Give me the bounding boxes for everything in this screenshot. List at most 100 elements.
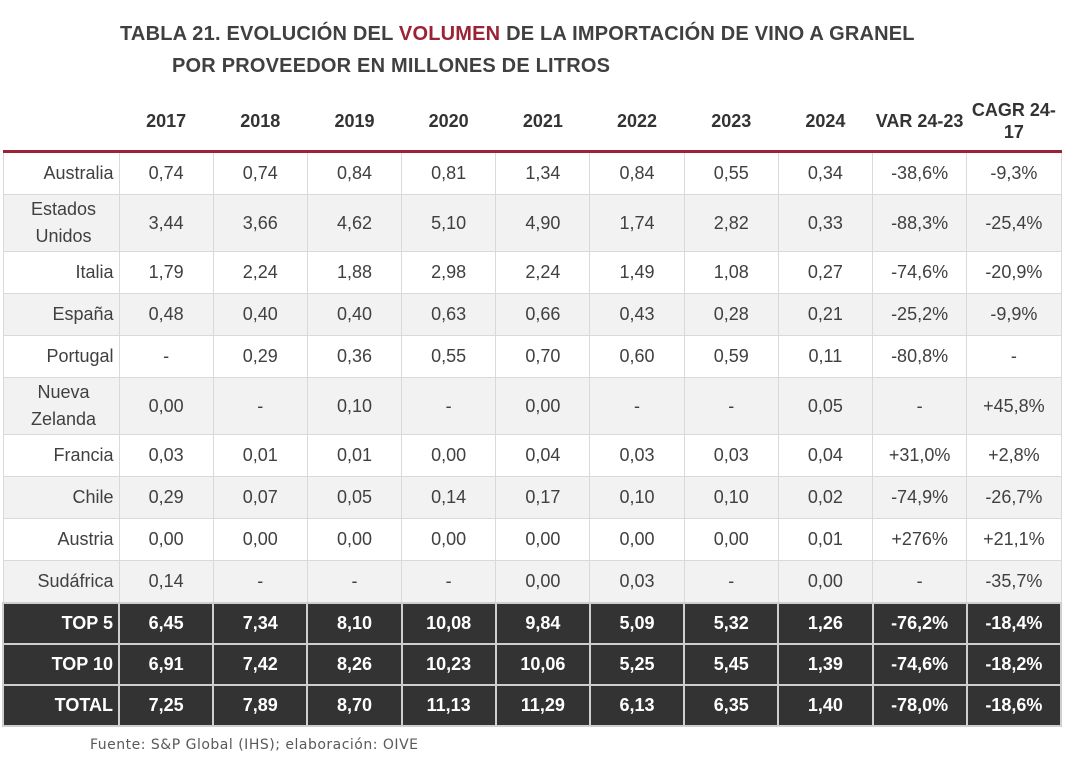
cell: 0,66 <box>495 293 591 336</box>
row-label: Nueva Zelanda <box>2 377 120 435</box>
cell: 3,66 <box>212 194 308 252</box>
cell: 0,04 <box>495 434 591 477</box>
cell: 5,45 <box>683 643 780 686</box>
cell: -20,9% <box>966 251 1062 294</box>
cell: -35,7% <box>966 560 1062 604</box>
cell: - <box>401 377 497 435</box>
cell: -78,0% <box>871 684 968 727</box>
cell: 0,21 <box>777 293 874 336</box>
cell: 0,00 <box>683 518 779 561</box>
cell: 0,02 <box>777 476 874 519</box>
cell: 1,49 <box>589 251 685 294</box>
cell: 2,24 <box>212 251 308 294</box>
header-corner <box>3 92 119 153</box>
row-label: Francia <box>2 434 120 477</box>
row-label: TOP 10 <box>2 643 120 686</box>
cell: 0,04 <box>777 434 874 477</box>
cell: 0,10 <box>683 476 779 519</box>
cell: 0,05 <box>777 377 874 435</box>
row-label: Australia <box>2 151 120 195</box>
cell: 7,25 <box>117 684 215 727</box>
title-suffix: DE LA IMPORTACIÓN DE VINO A GRANEL <box>500 23 915 45</box>
cell: -9,3% <box>966 151 1062 195</box>
cell: 0,03 <box>589 560 685 604</box>
cell: 0,60 <box>589 335 685 378</box>
cell: - <box>212 560 308 604</box>
row-label: España <box>2 293 120 336</box>
column-header: VAR 24-23 <box>872 92 967 153</box>
cell: 0,34 <box>777 151 874 195</box>
column-header: 2024 <box>778 92 873 153</box>
cell: 5,09 <box>588 602 686 645</box>
table-row: Australia 0,74 0,74 0,84 0,81 1,34 0,84 0,55 0,3… <box>2 151 1062 195</box>
cell: - <box>871 560 968 604</box>
table-row: Chile 0,29 0,07 0,05 0,14 0,17 0,10 0,10 0,02 -74… <box>2 476 1062 519</box>
cell: 4,62 <box>306 194 403 252</box>
cell: 0,17 <box>495 476 591 519</box>
title-line2: POR PROVEEDOR EN MILLONES DE LITROS <box>172 55 611 77</box>
column-header: 2022 <box>589 92 685 153</box>
cell: -76,2% <box>871 602 968 645</box>
header-row: 2017 2018 2019 2020 2021 2022 2023 2024 VAR 24-2… <box>3 92 1061 153</box>
import-volume-table: 2017 2018 2019 2020 2021 2022 2023 2024 VAR 24-2… <box>2 92 1063 727</box>
cell: - <box>589 377 685 435</box>
cell: 0,00 <box>495 377 591 435</box>
cell: 1,39 <box>777 643 874 686</box>
row-label: Chile <box>2 476 120 519</box>
cell: +21,1% <box>966 518 1062 561</box>
column-header: 2020 <box>401 92 496 153</box>
cell: 4,90 <box>495 194 591 252</box>
row-label: Austria <box>2 518 120 561</box>
cell: 0,27 <box>777 251 874 294</box>
row-label: TOTAL <box>2 684 120 727</box>
cell: 1,34 <box>495 151 591 195</box>
cell: 0,84 <box>589 151 685 195</box>
cell: -74,9% <box>871 476 968 519</box>
cell: 0,84 <box>306 151 403 195</box>
cell: -88,3% <box>871 194 968 252</box>
cell: 0,01 <box>306 434 403 477</box>
cell: 0,14 <box>401 476 497 519</box>
cell: 0,07 <box>212 476 308 519</box>
column-header: 2019 <box>307 92 402 153</box>
cell: - <box>683 377 779 435</box>
cell: 0,59 <box>683 335 779 378</box>
cell: 0,63 <box>401 293 497 336</box>
cell: 10,23 <box>400 643 497 686</box>
cell: - <box>212 377 308 435</box>
cell: 0,74 <box>118 151 214 195</box>
cell: 0,00 <box>589 518 685 561</box>
cell: - <box>401 560 497 604</box>
cell: 0,28 <box>683 293 779 336</box>
table-row: España 0,48 0,40 0,40 0,63 0,66 0,43 0,28 0,21 -2… <box>2 293 1062 336</box>
cell: -74,6% <box>871 643 968 686</box>
cell: 0,29 <box>118 476 214 519</box>
cell: 2,82 <box>683 194 779 252</box>
cell: 1,79 <box>118 251 214 294</box>
total-row: TOTAL 7,25 7,89 8,70 11,13 11,29 6,13 6,35 1,40-… <box>2 684 1063 727</box>
cell: 0,81 <box>401 151 497 195</box>
column-header: CAGR 24-17 <box>966 92 1061 153</box>
cell: 8,10 <box>306 602 403 645</box>
table-row: Italia 1,79 2,24 1,88 2,98 2,24 1,49 1,08 0,27 -7… <box>2 251 1062 294</box>
cell: +45,8% <box>966 377 1062 435</box>
cell: 0,33 <box>777 194 874 252</box>
cell: 0,55 <box>683 151 779 195</box>
cell: 7,89 <box>212 684 309 727</box>
cell: 0,03 <box>683 434 779 477</box>
cell: -80,8% <box>871 335 968 378</box>
cell: 0,74 <box>212 151 308 195</box>
cell: -25,2% <box>871 293 968 336</box>
cell: +31,0% <box>871 434 968 477</box>
cell: 0,05 <box>306 476 403 519</box>
cell: -38,6% <box>871 151 968 195</box>
cell: 0,10 <box>306 377 403 435</box>
cell: 0,48 <box>118 293 214 336</box>
cell: -9,9% <box>966 293 1062 336</box>
cell: 0,01 <box>212 434 308 477</box>
row-label: Sudáfrica <box>2 560 120 604</box>
cell: 7,42 <box>212 643 309 686</box>
cell: 5,32 <box>683 602 780 645</box>
cell: - <box>118 335 214 378</box>
cell: 0,55 <box>401 335 497 378</box>
